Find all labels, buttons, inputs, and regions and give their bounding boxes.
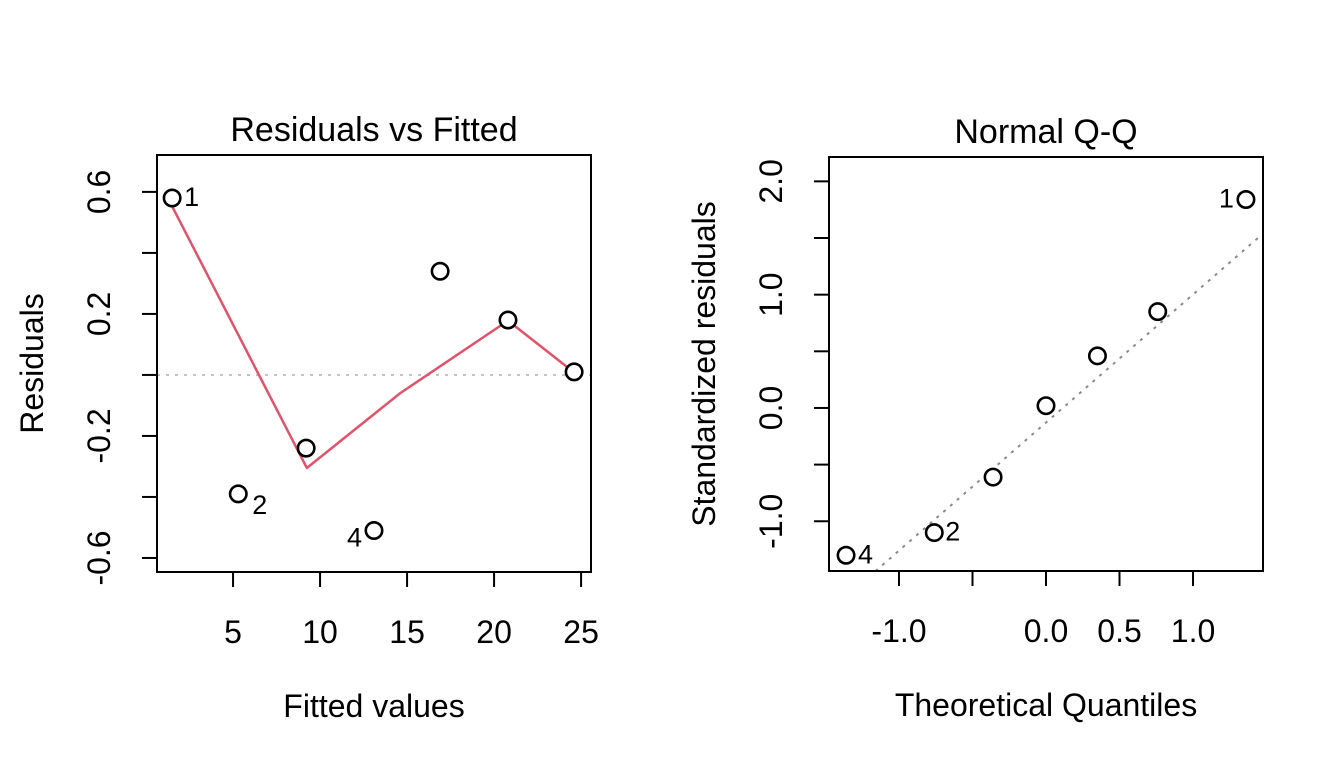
data-point (296, 438, 316, 458)
x-axis-title: Fitted values (283, 688, 464, 724)
x-tick-label: 5 (224, 614, 242, 650)
data-point (924, 523, 944, 543)
x-tick-label: 0.5 (1097, 613, 1141, 649)
data-point (364, 521, 384, 541)
data-point (564, 362, 584, 382)
y-tick-label: 0.2 (81, 292, 117, 336)
data-point (1087, 346, 1107, 366)
data-point (983, 467, 1003, 487)
point-label: 1 (1219, 183, 1234, 213)
x-tick-label: 1.0 (1171, 613, 1215, 649)
residuals-vs-fitted-plot: 5 10 15 20 25 -0.6 -0.2 0.2 0.6 1 2 4 Residuals vs F… (14, 111, 599, 724)
x-tick-label: 15 (389, 614, 425, 650)
point-label: 4 (858, 539, 873, 569)
y-tick-label: 0.6 (81, 170, 117, 214)
y-axis-title: Standardized residuals (686, 201, 722, 527)
point-label: 2 (252, 490, 267, 520)
data-point (162, 188, 182, 208)
x-tick-label: 25 (563, 614, 599, 650)
data-point (228, 484, 248, 504)
y-tick-label: -0.6 (81, 530, 117, 585)
point-label: 1 (184, 182, 199, 212)
smooth-line (170, 205, 575, 470)
x-tick-label: 10 (302, 614, 338, 650)
chart-title: Normal Q-Q (954, 113, 1137, 151)
plot-box (828, 156, 1264, 572)
x-tick-label: 20 (476, 614, 512, 650)
chart-title: Residuals vs Fitted (230, 111, 517, 149)
y-tick-label: 2.0 (753, 159, 789, 203)
qq-reference-line (874, 236, 1260, 572)
data-point (498, 310, 518, 330)
data-point (1148, 302, 1168, 322)
data-point (430, 261, 450, 281)
y-tick-label: 0.0 (753, 386, 789, 430)
y-axis-title: Residuals (14, 293, 50, 434)
plot-box (156, 154, 592, 573)
data-point (1236, 189, 1256, 209)
x-tick-label: -1.0 (871, 613, 926, 649)
normal-qq-plot: -1.0 0.0 0.5 1.0 -1.0 0.0 1.0 2.0 4 2 1 Normal Q-Q T… (686, 113, 1264, 723)
data-point (1036, 396, 1056, 416)
y-tick-label: 1.0 (753, 272, 789, 316)
y-tick-label: -0.2 (81, 408, 117, 463)
x-tick-label: 0.0 (1024, 613, 1068, 649)
data-point (836, 545, 856, 565)
point-label: 4 (347, 523, 362, 553)
point-label: 2 (945, 517, 960, 547)
y-tick-label: -1.0 (753, 494, 789, 549)
x-axis-title: Theoretical Quantiles (895, 687, 1197, 723)
residuals-vs-fitted-panel: 5 10 15 20 25 -0.6 -0.2 0.2 0.6 1 2 4 Residuals vs F… (14, 111, 599, 724)
normal-qq-panel: -1.0 0.0 0.5 1.0 -1.0 0.0 1.0 2.0 4 2 1 Normal Q-Q T… (672, 0, 1344, 768)
